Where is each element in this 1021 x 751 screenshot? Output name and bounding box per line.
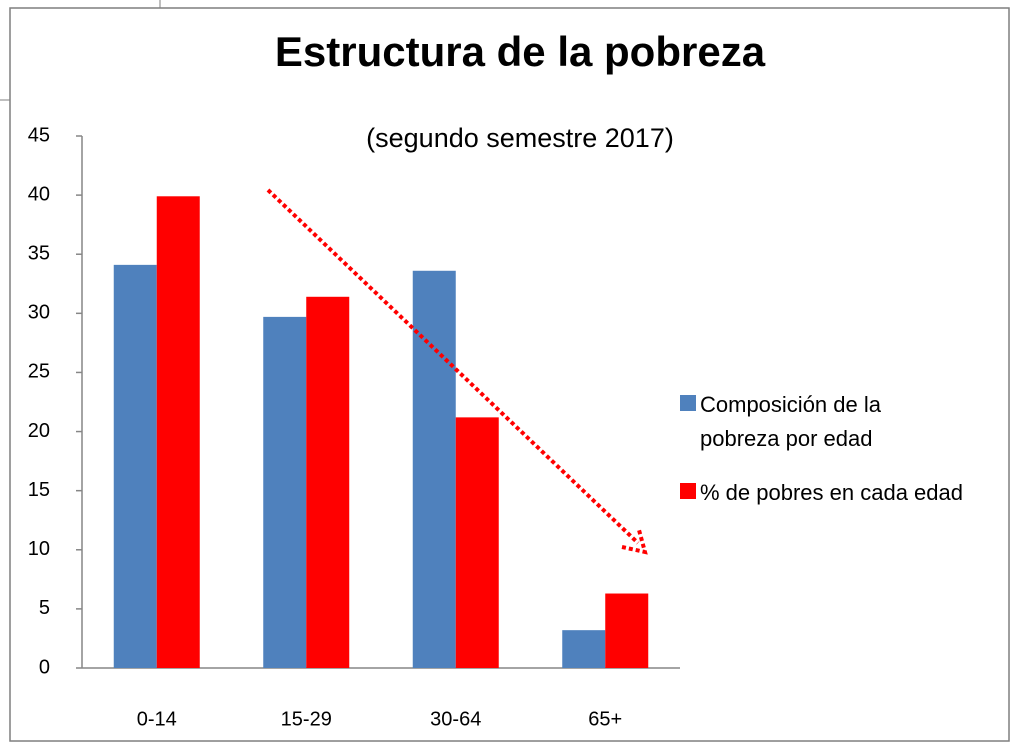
- y-tick-label: 30: [28, 302, 50, 324]
- chart-title: Estructura de la pobreza: [275, 28, 766, 75]
- x-tick-label: 65+: [588, 708, 622, 730]
- y-tick-label: 20: [28, 420, 50, 442]
- chart-frame: [9, 7, 1010, 742]
- y-tick-label: 15: [28, 479, 50, 501]
- bar: [605, 593, 649, 668]
- legend-item: Composición de la pobreza por edad: [680, 388, 1010, 456]
- legend-label: Composición de la pobreza por edad: [700, 392, 881, 451]
- x-tick-label: 30-64: [430, 708, 481, 730]
- plot-area: 0 5 10 15 20 25 30 35 40 45 0-14 15-29 30-64 65+: [28, 124, 680, 730]
- y-tick-label: 5: [39, 597, 50, 619]
- bar: [455, 417, 499, 668]
- bar: [412, 270, 456, 668]
- legend-label: % de pobres en cada edad: [700, 480, 963, 505]
- bar: [263, 316, 307, 668]
- legend-item: % de pobres en cada edad: [680, 476, 1010, 510]
- trend-arrow: [266, 188, 640, 545]
- legend: Composición de la pobreza por edad % de p…: [680, 388, 1010, 530]
- y-tick-label: 10: [28, 538, 50, 560]
- y-tick-label: 0: [39, 656, 50, 678]
- chart-subtitle: (segundo semestre 2017): [366, 123, 674, 153]
- bar: [306, 296, 350, 668]
- trend-arrowhead: [621, 529, 648, 555]
- legend-swatch: [680, 483, 696, 499]
- y-tick-label: 25: [28, 361, 50, 383]
- x-tick-label: 0-14: [137, 708, 177, 730]
- bar: [562, 630, 606, 668]
- bar: [156, 196, 200, 668]
- y-tick-label: 45: [28, 124, 50, 146]
- legend-swatch: [680, 395, 696, 411]
- bar: [113, 264, 157, 668]
- x-tick-label: 15-29: [281, 708, 332, 730]
- y-tick-label: 40: [28, 183, 50, 205]
- y-tick-label: 35: [28, 243, 50, 265]
